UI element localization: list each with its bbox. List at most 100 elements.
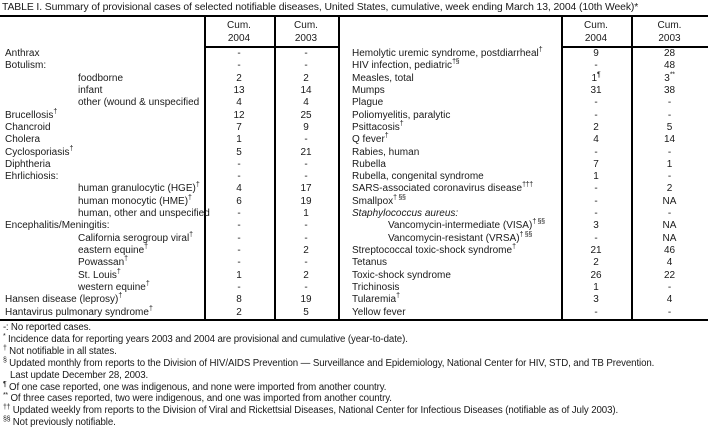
column-divider (631, 17, 633, 319)
table-row: St. Louis† 1 2 (0, 268, 338, 282)
table-row: human monocytic (HME)† 6 19 (0, 194, 338, 208)
disease-label: Yellow fever (352, 306, 406, 318)
cum-2004-value: - (594, 183, 598, 195)
table-row: Diphtheria - - (0, 159, 338, 171)
cum-2003-value: 25 (300, 109, 312, 121)
col-header-year-label: 2003 (658, 33, 681, 44)
summary-table: Cum. 2004 Cum. 2003 Cum. 2004 Cum. 2003 … (0, 15, 708, 321)
cum-2004-value: 26 (590, 269, 602, 281)
cum-2004-value: 2 (593, 121, 599, 133)
disease-label: Tetanus (352, 257, 388, 269)
table-row: Q fever† 4 14 (340, 133, 708, 146)
disease-label: Staphylococcus aureus: (352, 208, 459, 220)
cum-2003-value: 14 (663, 134, 676, 146)
footnote-marker: § (3, 356, 7, 364)
disease-label: Plague (352, 97, 384, 109)
cum-2004-value: - (237, 208, 241, 220)
table-row: Yellow fever - - (340, 307, 708, 319)
disease-label: Hemolytic uremic syndrome, postdiarrheal… (352, 46, 543, 59)
cum-2003-value: - (667, 109, 672, 121)
table-row: Chancroid 7 9 (0, 122, 338, 134)
footnote-marker: ** (3, 392, 8, 400)
cum-2003-value: - (667, 97, 672, 109)
cum-2004-value: 6 (236, 195, 242, 207)
table-row: human granulocytic (HGE)† 4 17 (0, 182, 338, 195)
col-header-cum-label: Cum. (584, 20, 608, 31)
table-row: infant 13 14 (0, 85, 338, 97)
cum-2003-value: 48 (663, 60, 676, 72)
table-row: Tularemia† 3 4 (340, 293, 708, 306)
footnote-text: Last update December 28, 2003. (10, 369, 149, 381)
table-row: other (wound & unspecified 4 4 (0, 97, 338, 109)
disease-label: Cyclosporiasis† (5, 145, 74, 158)
footnote-line: †† Updated weekly from reports to the Di… (3, 404, 707, 417)
cum-2003-value: 4 (666, 257, 673, 269)
disease-label: human, other and unspecified (78, 208, 210, 220)
cum-2003-value: NA (662, 232, 677, 244)
cum-2003-value: - (667, 171, 672, 183)
cum-2003-value: - (304, 232, 308, 244)
cum-2003-value: 28 (663, 48, 676, 59)
table-row: SARS-associated coronavirus disease††† - 2 (340, 182, 708, 195)
cum-2004-value: 1 (593, 281, 599, 293)
cum-2003-value: - (667, 281, 672, 293)
footnote-marker: †† (3, 404, 11, 412)
disease-label: California serogroup viral† (78, 231, 193, 244)
col-header-cum-label: Cum. (294, 20, 318, 31)
column-divider (338, 17, 340, 319)
footnote-line: ¶ Of one case reported, one was indigeno… (3, 380, 707, 394)
cum-2004-value: 1¶ (591, 71, 601, 84)
table-row: Rubella, congenital syndrome 1 - (340, 171, 708, 183)
cum-2003-value: 1 (303, 208, 309, 220)
cum-2004-value: - (594, 109, 598, 121)
cum-2004-value: 5 (236, 146, 242, 158)
disease-label: western equine† (78, 280, 150, 293)
table-row: Vancomycin-intermediate (VISA)† §§ 3 NA (340, 219, 708, 232)
footnote-line: Last update December 28, 2003. (3, 370, 707, 382)
cum-2003-value: - (304, 257, 308, 269)
disease-label: Brucellosis† (5, 108, 57, 121)
footnote-text: No reported cases. (8, 322, 91, 333)
cum-2003-value: - (304, 60, 308, 72)
cum-2004-value: - (237, 245, 241, 256)
cum-2003-value: 2 (303, 245, 309, 256)
cum-2003-value: 4 (666, 294, 673, 306)
cum-2004-value: 3 (593, 220, 599, 232)
table-row: Vancomycin-resistant (VRSA)† §§ - NA (340, 231, 708, 245)
disease-label: Encephalitis/Meningitis: (5, 220, 110, 232)
col-header-year-label: 2003 (294, 33, 318, 44)
cum-2003-value: - (667, 146, 672, 158)
disease-label: Powassan† (78, 255, 128, 269)
disease-label: Smallpox† §§ (352, 194, 406, 207)
cum-2004-value: - (594, 146, 598, 158)
cum-2003-value: - (304, 134, 308, 146)
table-row: western equine† - - (0, 280, 338, 294)
column-divider (274, 17, 276, 319)
disease-label: Streptococcal toxic-shock syndrome† (352, 243, 516, 256)
table-row: Cholera 1 - (0, 134, 338, 146)
cum-2003-value: 22 (663, 269, 676, 281)
cum-2003-value: 21 (300, 146, 312, 158)
disease-label: Rabies, human (352, 146, 420, 158)
column-divider (561, 17, 563, 319)
cum-2004-value: 9 (593, 48, 599, 59)
table-row: Hemolytic uremic syndrome, postdiarrheal… (340, 46, 708, 60)
cum-2004-value: 7 (593, 158, 599, 170)
table-row: Toxic-shock syndrome 26 22 (340, 270, 708, 282)
cum-2004-value: 1 (236, 269, 242, 281)
cum-2004-value: - (237, 60, 241, 72)
cum-2004-value: - (594, 232, 598, 244)
cum-2003-value: - (667, 208, 672, 220)
column-divider (204, 17, 206, 319)
footnote-text: Not previously notifiable. (10, 417, 116, 429)
disease-label: HIV infection, pediatric†§ (352, 58, 460, 72)
disease-label: foodborne (78, 72, 124, 84)
table-row: Trichinosis 1 - (340, 282, 708, 294)
disease-label: Trichinosis (352, 281, 400, 293)
disease-label: Botulism: (5, 60, 47, 72)
disease-label: human granulocytic (HGE)† (78, 182, 200, 195)
col-header-cum-label: Cum. (227, 20, 251, 31)
footnote-text: Incidence data for reporting years 2003 … (5, 333, 408, 345)
table-row: Poliomyelitis, paralytic - - (340, 110, 708, 122)
